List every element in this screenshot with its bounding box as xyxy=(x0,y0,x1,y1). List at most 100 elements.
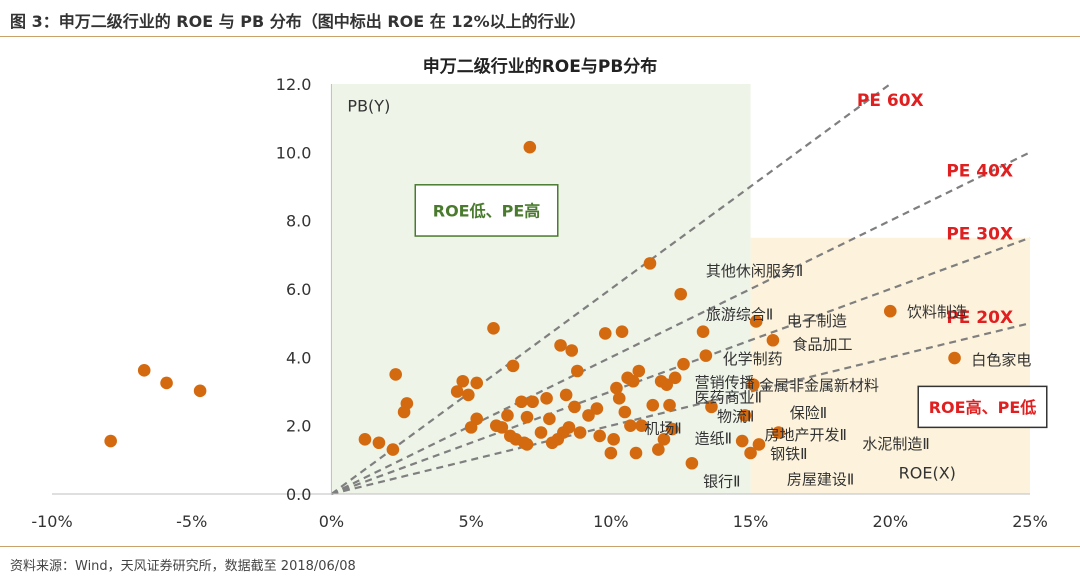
data-point xyxy=(705,400,718,414)
y-tick-label: 6.0 xyxy=(286,280,311,299)
data-point xyxy=(635,419,648,432)
data-point xyxy=(520,410,534,424)
data-point xyxy=(562,421,576,434)
data-point xyxy=(358,433,372,446)
data-point xyxy=(685,456,699,470)
pe-line-40x xyxy=(330,151,1031,495)
data-point xyxy=(506,359,520,373)
data-point xyxy=(543,412,556,426)
industry-label: 化学制药 xyxy=(723,350,783,368)
x-tick-label: 10% xyxy=(593,512,629,531)
data-point xyxy=(470,376,484,390)
data-point xyxy=(618,405,632,419)
industry-label: 电子制造 xyxy=(787,312,847,330)
data-point xyxy=(735,434,749,448)
data-point xyxy=(752,438,766,451)
data-point xyxy=(766,333,780,347)
figure-header: 图 3：申万二级行业的 ROE 与 PB 分布（图中标出 ROE 在 12%以上… xyxy=(0,0,1080,37)
data-point xyxy=(450,385,464,398)
figure-caption: 图 3：申万二级行业的 ROE 与 PB 分布（图中标出 ROE 在 12%以上… xyxy=(10,12,586,31)
x-tick-label: 0% xyxy=(319,512,344,531)
region-label-low-roe: ROE低、PE高 xyxy=(433,201,541,220)
data-point xyxy=(456,374,470,388)
industry-label: 物流Ⅱ xyxy=(717,407,754,425)
chart-title: 申万二级行业的ROE与PB分布 xyxy=(423,56,658,77)
data-point xyxy=(582,409,595,422)
data-point xyxy=(646,398,660,412)
region-box-low-roe: ROE低、PE高 xyxy=(414,184,559,237)
data-point xyxy=(559,388,573,402)
x-tick-label: -10% xyxy=(31,512,72,531)
data-point xyxy=(883,304,897,318)
data-point xyxy=(160,376,173,390)
data-point xyxy=(526,395,539,409)
data-point xyxy=(554,339,567,352)
data-point xyxy=(104,434,117,448)
x-tick-label: -5% xyxy=(176,512,207,531)
data-point xyxy=(565,344,579,357)
industry-label: 旅游综合Ⅱ xyxy=(706,306,773,324)
figure-footer: 资料来源：Wind，天风证券研究所，数据截至 2018/06/08 xyxy=(0,546,1080,579)
data-point xyxy=(568,400,581,414)
y-tick-label: 2.0 xyxy=(286,417,311,436)
region-box-high-roe: ROE高、PE低 xyxy=(917,385,1048,429)
data-point xyxy=(604,446,618,460)
industry-label: 医药商业Ⅱ xyxy=(695,389,762,407)
data-point xyxy=(571,364,584,378)
data-point xyxy=(598,327,612,340)
data-point xyxy=(470,412,484,426)
industry-label: 饮料制造 xyxy=(907,303,967,321)
pe-line-label-60x: PE 60X xyxy=(857,91,924,111)
y-tick-label: 10.0 xyxy=(276,143,312,162)
data-point xyxy=(523,140,537,154)
data-point xyxy=(663,398,676,412)
data-point xyxy=(772,426,785,439)
industry-label: 造纸Ⅱ xyxy=(695,430,732,448)
source-note: 资料来源：Wind，天风证券研究所，数据截至 2018/06/08 xyxy=(10,559,356,574)
x-tick-label: 5% xyxy=(458,512,483,531)
data-point xyxy=(749,315,763,328)
y-tick-label: 4.0 xyxy=(286,348,311,367)
data-point xyxy=(593,429,606,443)
industry-label: 钢铁Ⅱ xyxy=(770,445,807,463)
data-point xyxy=(400,397,414,410)
high-roe-region xyxy=(750,237,1030,494)
pe-line-label-40x: PE 40X xyxy=(946,161,1013,181)
industry-label: 房屋建设Ⅱ xyxy=(787,471,854,489)
x-tick-label: 15% xyxy=(733,512,769,531)
data-point xyxy=(193,384,207,398)
region-box-frame xyxy=(414,184,559,237)
data-point xyxy=(696,325,710,339)
x-axis-label: ROE(X) xyxy=(899,464,956,483)
data-point xyxy=(615,325,629,339)
y-tick-label: 0.0 xyxy=(286,485,311,504)
data-point xyxy=(573,426,587,439)
data-point xyxy=(657,433,671,446)
data-point xyxy=(668,371,682,385)
data-point xyxy=(612,392,626,405)
data-point xyxy=(372,436,386,450)
data-point xyxy=(632,364,646,378)
industry-label: 白色家电 xyxy=(971,351,1031,369)
data-point xyxy=(674,287,688,301)
industry-label: 水泥制造Ⅱ xyxy=(862,435,929,453)
data-point xyxy=(666,422,679,436)
industry-label: 保险Ⅱ xyxy=(790,404,827,422)
data-point xyxy=(520,438,534,451)
industry-label: 其他休闲服务Ⅱ xyxy=(706,262,803,280)
y-tick-label: 8.0 xyxy=(286,212,311,231)
data-point xyxy=(747,378,760,391)
data-point xyxy=(677,357,690,371)
data-point xyxy=(386,443,400,456)
data-point xyxy=(652,443,665,456)
data-point xyxy=(389,368,402,381)
data-point xyxy=(462,388,475,402)
data-point xyxy=(744,446,757,460)
data-point xyxy=(699,349,713,362)
data-point xyxy=(534,426,548,439)
pe-line-label-20x: PE 20X xyxy=(946,308,1013,328)
region-box-frame xyxy=(917,385,1048,429)
industry-label: 营销传播 xyxy=(695,373,755,391)
data-point xyxy=(738,409,752,422)
